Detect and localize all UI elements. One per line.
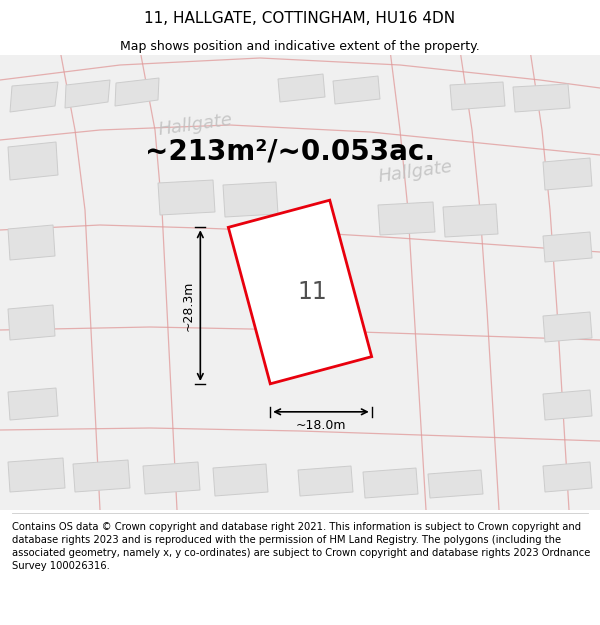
Polygon shape xyxy=(8,225,55,260)
Text: Contains OS data © Crown copyright and database right 2021. This information is : Contains OS data © Crown copyright and d… xyxy=(12,521,590,571)
Polygon shape xyxy=(8,458,65,492)
Polygon shape xyxy=(65,80,110,108)
Polygon shape xyxy=(543,462,592,492)
Polygon shape xyxy=(73,460,130,492)
Polygon shape xyxy=(213,464,268,496)
Polygon shape xyxy=(158,180,215,215)
Polygon shape xyxy=(378,202,435,235)
Polygon shape xyxy=(543,312,592,342)
Polygon shape xyxy=(513,84,570,112)
Text: 11, HALLGATE, COTTINGHAM, HU16 4DN: 11, HALLGATE, COTTINGHAM, HU16 4DN xyxy=(145,11,455,26)
Polygon shape xyxy=(543,232,592,262)
Polygon shape xyxy=(543,158,592,190)
Text: ~18.0m: ~18.0m xyxy=(296,419,346,432)
Polygon shape xyxy=(223,182,278,217)
Polygon shape xyxy=(278,74,325,102)
Polygon shape xyxy=(543,390,592,420)
Text: Hallgate: Hallgate xyxy=(157,111,233,139)
Polygon shape xyxy=(8,388,58,420)
Polygon shape xyxy=(10,82,58,112)
Polygon shape xyxy=(450,82,505,110)
Text: Map shows position and indicative extent of the property.: Map shows position and indicative extent… xyxy=(120,39,480,52)
Polygon shape xyxy=(363,468,418,498)
Text: 11: 11 xyxy=(297,280,327,304)
Polygon shape xyxy=(143,462,200,494)
Text: ~213m²/~0.053ac.: ~213m²/~0.053ac. xyxy=(145,138,435,166)
Polygon shape xyxy=(298,466,353,496)
Text: ~28.3m: ~28.3m xyxy=(181,281,194,331)
Polygon shape xyxy=(115,78,159,106)
Polygon shape xyxy=(428,470,483,498)
Text: Hallgate: Hallgate xyxy=(377,158,454,186)
Polygon shape xyxy=(229,200,371,384)
Polygon shape xyxy=(443,204,498,237)
Polygon shape xyxy=(333,76,380,104)
Polygon shape xyxy=(8,305,55,340)
Polygon shape xyxy=(8,142,58,180)
